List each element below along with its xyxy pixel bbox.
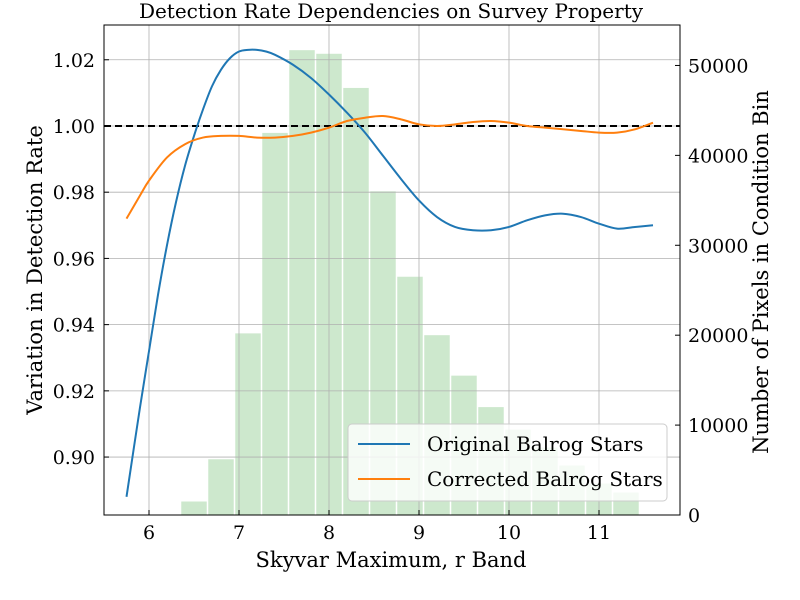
y2-tick-label: 20000: [688, 325, 748, 347]
y2-axis-label: Number of Pixels in Condition Bin: [749, 90, 773, 454]
y-tick-label: 1.02: [53, 50, 95, 72]
series-line-original: [125, 48, 654, 497]
legend-label-corrected: Corrected Balrog Stars: [427, 467, 663, 491]
y2-tick-label: 10000: [688, 415, 748, 437]
plot-frame: [103, 24, 681, 516]
legend-box: [347, 423, 668, 502]
x-tick-label: 10: [497, 522, 521, 544]
y-tick-label: 0.90: [53, 447, 95, 469]
y-axis-label: Variation in Detection Rate: [23, 125, 47, 416]
histogram-bar: [262, 132, 288, 516]
y2-tick-label: 30000: [688, 235, 748, 257]
axis-ticks: 6 7 8 9 10 11 0.90 0.92 0.94 0.96 0.98 1.00 1.02 0 100…: [53, 50, 749, 544]
y2-tick-label: 40000: [688, 145, 748, 167]
y-tick-label: 1.00: [53, 116, 95, 138]
chart-title: Detection Rate Dependencies on Survey Pr…: [139, 0, 644, 23]
histogram-bar: [289, 50, 315, 515]
y2-tick-label: 50000: [688, 55, 748, 77]
y-tick-label: 0.94: [53, 315, 95, 337]
legend-label-original: Original Balrog Stars: [427, 432, 643, 456]
series-line-corrected: [125, 115, 654, 220]
x-tick-label: 7: [233, 522, 245, 544]
histogram-bar: [181, 501, 207, 515]
x-tick-label: 9: [413, 522, 425, 544]
y-tick-label: 0.92: [53, 381, 95, 403]
y-tick-label: 0.98: [53, 182, 95, 204]
x-tick-label: 6: [143, 522, 155, 544]
x-tick-label: 11: [587, 522, 611, 544]
legend: Original Balrog Stars Corrected Balrog S…: [347, 423, 668, 502]
x-tick-label: 8: [323, 522, 335, 544]
x-axis-label: Skyvar Maximum, r Band: [256, 548, 527, 572]
series-lines: [125, 48, 654, 497]
histogram-bar: [208, 459, 234, 515]
histogram-bar: [235, 333, 261, 515]
y-tick-label: 0.96: [53, 248, 95, 270]
y2-tick-label: 0: [688, 505, 700, 527]
